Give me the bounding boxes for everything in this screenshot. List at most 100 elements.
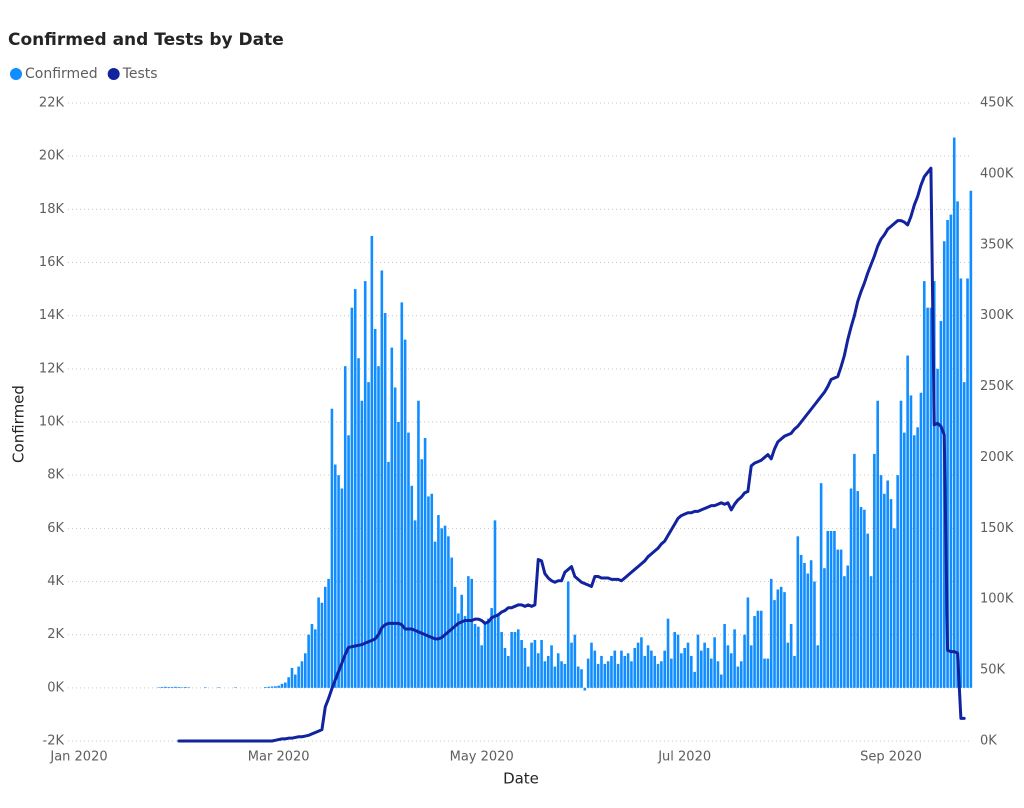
bar: [367, 382, 370, 688]
legend-marker: [10, 68, 22, 80]
bar: [922, 281, 926, 688]
bar: [480, 645, 483, 688]
bar: [603, 663, 607, 688]
bar: [926, 307, 929, 688]
bar: [876, 400, 879, 688]
bar: [886, 480, 889, 688]
bar: [267, 686, 270, 688]
bar: [347, 435, 350, 688]
labels: -2K 0K 2K 4K 6K 8K 10K 12K 14K 16K 18K 20K 22K 0K 50K 1…: [10, 66, 1014, 765]
bar: [749, 645, 753, 688]
bar: [676, 634, 680, 688]
bar: [383, 313, 387, 688]
bar: [217, 687, 221, 688]
bar: [776, 589, 780, 688]
bar: [613, 650, 617, 688]
bar: [729, 653, 733, 688]
y-tick-label: 12K: [39, 361, 65, 376]
bar: [377, 366, 380, 688]
bar: [204, 687, 207, 688]
bar: [277, 685, 280, 688]
bar: [932, 281, 936, 688]
y-tick-label: 8K: [47, 468, 64, 483]
y2-tick-label: 250K: [980, 379, 1014, 394]
bar: [290, 667, 294, 688]
bar: [563, 663, 567, 688]
bar: [370, 235, 374, 688]
bar: [596, 663, 600, 688]
bar: [962, 382, 966, 688]
bar: [303, 653, 307, 688]
bar: [533, 639, 537, 688]
bar: [773, 600, 776, 688]
bar: [623, 655, 627, 688]
bar: [813, 581, 816, 688]
bar: [543, 661, 547, 688]
bar: [310, 624, 314, 688]
grid: [68, 102, 972, 742]
y2-tick-label: 0K: [980, 734, 997, 749]
bar: [503, 647, 507, 688]
bar: [590, 642, 593, 688]
legend-marker: [107, 68, 120, 80]
bar: [610, 655, 613, 688]
bar: [903, 432, 906, 688]
bar: [443, 525, 447, 688]
bar: [437, 515, 440, 688]
bar: [433, 541, 437, 688]
y-tick-label: 0K: [47, 680, 64, 695]
bar: [690, 655, 693, 688]
bar: [866, 533, 870, 688]
bar: [483, 621, 487, 688]
bar: [553, 666, 557, 688]
bar: [823, 568, 826, 688]
bar: [899, 400, 903, 688]
bar: [793, 655, 796, 688]
bar: [909, 395, 913, 688]
bar: [164, 686, 167, 688]
bar: [786, 642, 790, 688]
bar: [863, 509, 866, 688]
bar: [929, 307, 933, 688]
legend-label: Confirmed: [25, 66, 98, 82]
bar: [506, 655, 510, 688]
bar: [756, 610, 760, 688]
bar: [879, 475, 883, 688]
bar: [620, 650, 623, 688]
bar: [447, 536, 450, 688]
bar: [340, 488, 344, 688]
bar: [906, 355, 909, 688]
bar: [337, 475, 340, 688]
bar: [400, 302, 404, 688]
bar: [803, 562, 806, 688]
bar: [746, 597, 750, 688]
bar: [959, 278, 963, 688]
bar: [936, 368, 939, 688]
bar: [806, 573, 810, 688]
bar: [417, 400, 420, 688]
bar: [789, 624, 793, 688]
bar: [680, 653, 683, 688]
bar: [297, 666, 300, 688]
bar: [889, 499, 893, 688]
y2-tick-label: 300K: [980, 308, 1014, 323]
bar: [769, 578, 773, 688]
x-tick-label: Mar 2020: [248, 750, 310, 765]
bar: [576, 666, 580, 688]
bar: [733, 629, 736, 688]
bar: [556, 653, 560, 688]
bar: [420, 459, 424, 688]
bar: [274, 686, 277, 688]
bar: [693, 671, 696, 688]
bar: [636, 642, 640, 688]
line: [177, 166, 966, 743]
bar: [320, 602, 324, 688]
y-tick-label: 14K: [39, 308, 65, 323]
bar: [177, 687, 181, 688]
bar: [663, 650, 667, 688]
bar: [846, 565, 850, 688]
bar: [912, 435, 916, 688]
bar: [600, 655, 603, 688]
bar: [833, 530, 836, 688]
bar: [939, 320, 943, 688]
